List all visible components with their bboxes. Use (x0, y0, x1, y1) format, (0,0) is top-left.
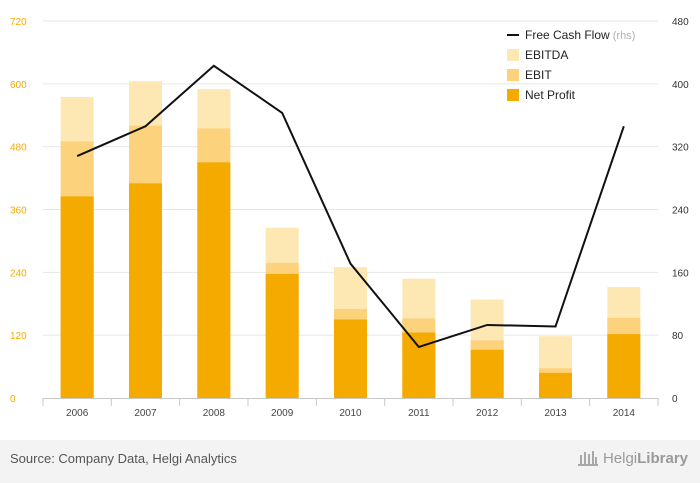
y-right-tick-label: 80 (672, 331, 684, 342)
legend-swatch-box (507, 89, 519, 101)
legend-label: EBITDA (525, 48, 568, 62)
y-left-tick-label: 120 (10, 331, 27, 342)
y-right-tick-label: 0 (672, 394, 678, 405)
legend-label: EBIT (525, 68, 552, 82)
footer: Source: Company Data, Helgi Analytics He… (0, 440, 700, 483)
axes: 0 120 240 360 480 600 720 0 80 160 240 320 400 480 200… (10, 17, 689, 419)
library-building-icon (577, 451, 598, 466)
legend-swatch-box (507, 69, 519, 81)
bar-net-profit (265, 273, 299, 398)
x-tick-label: 2006 (66, 408, 89, 419)
y-right-tick-label: 160 (672, 268, 689, 279)
x-tick-label: 2009 (271, 408, 294, 419)
y-left-tick-label: 240 (10, 268, 27, 279)
legend-swatch-box (507, 49, 519, 61)
bar-net-profit (334, 319, 367, 398)
y-right-tick-label: 400 (672, 80, 689, 91)
y-right-tick-label: 240 (672, 206, 689, 217)
legend-label: Free Cash Flow (rhs) (525, 28, 635, 42)
legend: Free Cash Flow (rhs) EBITDA EBIT Net Profit (507, 28, 635, 102)
line-series (76, 64, 625, 349)
y-left-tick-label: 0 (10, 394, 16, 405)
y-right-tick-label: 320 (672, 143, 689, 154)
x-tick-label: 2010 (339, 408, 362, 419)
bar-series (60, 81, 641, 399)
legend-label-suffix: (rhs) (610, 30, 636, 42)
y-left-tick-label: 600 (10, 80, 27, 91)
bar-net-profit (607, 334, 641, 398)
bar-net-profit (129, 183, 162, 398)
y-left-tick-label: 720 (10, 17, 27, 28)
y-left-tick-label: 360 (10, 206, 27, 217)
x-tick-label: 2014 (613, 408, 636, 419)
bar-net-profit (539, 372, 572, 398)
bar-net-profit (197, 162, 231, 398)
x-tick-label: 2008 (203, 408, 226, 419)
x-tick-label: 2012 (476, 408, 499, 419)
source-note: Source: Company Data, Helgi Analytics (10, 451, 237, 466)
y-left-tick-label: 480 (10, 143, 27, 154)
x-tick-label: 2007 (134, 408, 157, 419)
y-right-tick-label: 480 (672, 17, 689, 28)
legend-label: Net Profit (525, 88, 576, 102)
logo-text: HelgiLibrary (602, 449, 688, 467)
bar-net-profit (470, 349, 504, 398)
x-tick-label: 2013 (544, 408, 567, 419)
x-tick-label: 2011 (408, 408, 430, 419)
chart: 0 120 240 360 480 600 720 0 80 160 240 320 400 480 200… (10, 17, 689, 419)
bar-net-profit (60, 196, 94, 398)
helgi-library-logo: HelgiLibrary (577, 449, 688, 467)
